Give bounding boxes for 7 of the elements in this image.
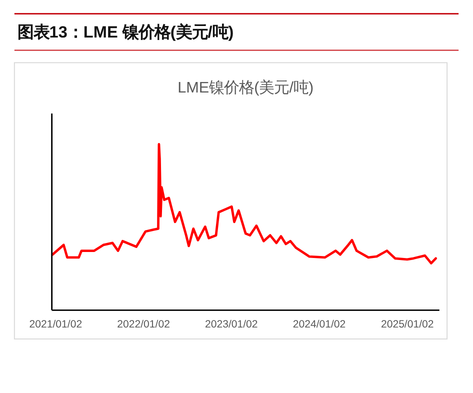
chart-subtitle: LME镍价格(美元/吨): [178, 79, 314, 96]
x-tick-label: 2022/01/02: [117, 318, 170, 330]
x-tick-label: 2023/01/02: [205, 318, 258, 330]
x-tick-label: 2021/01/02: [29, 318, 82, 330]
x-tick-label: 2024/01/02: [292, 318, 346, 330]
x-tick-label: 2025/01/02: [380, 318, 434, 330]
chart-title: 图表13：LME 镍价格(美元/吨): [17, 22, 234, 42]
